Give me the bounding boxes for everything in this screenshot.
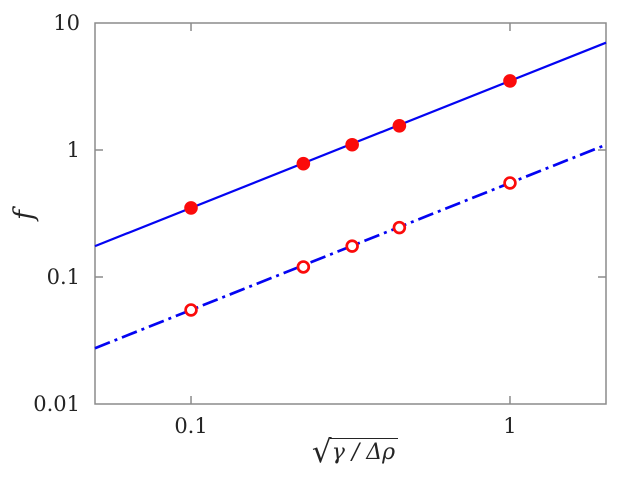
y-axis-label: f — [9, 210, 40, 220]
data-point-filled-circle — [184, 201, 198, 215]
x-axis-label: √ γ / Δρ — [0, 434, 639, 470]
data-point-filled-circle — [296, 156, 311, 171]
x-axis-label-radicand: γ / Δρ — [329, 438, 399, 465]
data-point-filled-circle — [345, 137, 359, 152]
data-point-filled-circle — [392, 119, 407, 133]
y-tick-label: 1 — [66, 138, 80, 162]
data-point-filled-circle — [503, 74, 517, 88]
y-tick-label: 10 — [53, 11, 80, 35]
y-tick-label: 0.1 — [46, 265, 80, 289]
x-tick-label: 0.1 — [174, 414, 208, 438]
x-tick-label: 1 — [503, 414, 517, 438]
data-point-open-circle — [345, 239, 359, 253]
data-point-open-circle — [296, 260, 311, 274]
data-point-open-circle — [392, 220, 407, 235]
y-tick-label: 0.01 — [33, 392, 80, 416]
data-point-open-circle — [503, 176, 517, 190]
radical-sign-icon: √ — [311, 434, 332, 470]
data-point-open-circle — [184, 303, 198, 317]
plot-frame — [94, 22, 607, 405]
